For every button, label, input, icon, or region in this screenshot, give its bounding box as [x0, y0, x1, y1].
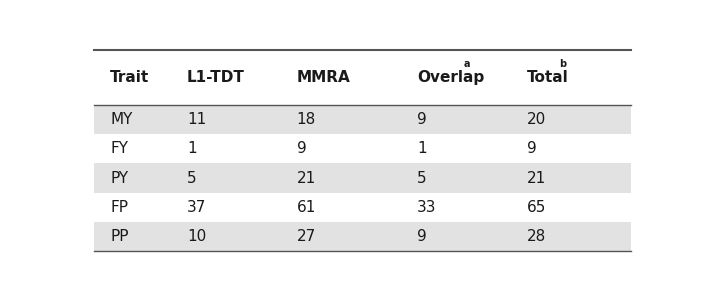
Text: 1: 1	[187, 141, 197, 156]
Text: 9: 9	[297, 141, 306, 156]
Text: 10: 10	[187, 229, 206, 244]
Text: 11: 11	[187, 112, 206, 127]
Text: 9: 9	[417, 112, 427, 127]
Text: MY: MY	[110, 112, 133, 127]
Text: 5: 5	[417, 170, 427, 186]
Bar	[94, 105, 631, 134]
Text: 1: 1	[417, 141, 427, 156]
Text: PP: PP	[110, 229, 129, 244]
Text: 37: 37	[187, 200, 206, 215]
Text: 28: 28	[527, 229, 546, 244]
Text: 65: 65	[527, 200, 546, 215]
Bar	[94, 193, 631, 222]
Text: 18: 18	[297, 112, 316, 127]
Text: 20: 20	[527, 112, 546, 127]
Text: Trait: Trait	[110, 70, 150, 85]
Text: PY: PY	[110, 170, 129, 186]
Text: Overlap: Overlap	[417, 70, 484, 85]
Bar	[94, 222, 631, 251]
Text: 27: 27	[297, 229, 316, 244]
Text: 9: 9	[417, 229, 427, 244]
Text: 5: 5	[187, 170, 197, 186]
Text: 21: 21	[297, 170, 316, 186]
Text: FP: FP	[110, 200, 128, 215]
Text: 21: 21	[527, 170, 546, 186]
Text: 9: 9	[527, 141, 537, 156]
Text: 61: 61	[297, 200, 316, 215]
Text: b: b	[560, 59, 567, 69]
Bar	[94, 134, 631, 164]
Text: 33: 33	[417, 200, 437, 215]
Bar	[94, 164, 631, 193]
Text: a: a	[463, 59, 469, 69]
Text: L1-TDT: L1-TDT	[187, 70, 245, 85]
Text: FY: FY	[110, 141, 128, 156]
Text: MMRA: MMRA	[297, 70, 351, 85]
Text: Total: Total	[527, 70, 568, 85]
